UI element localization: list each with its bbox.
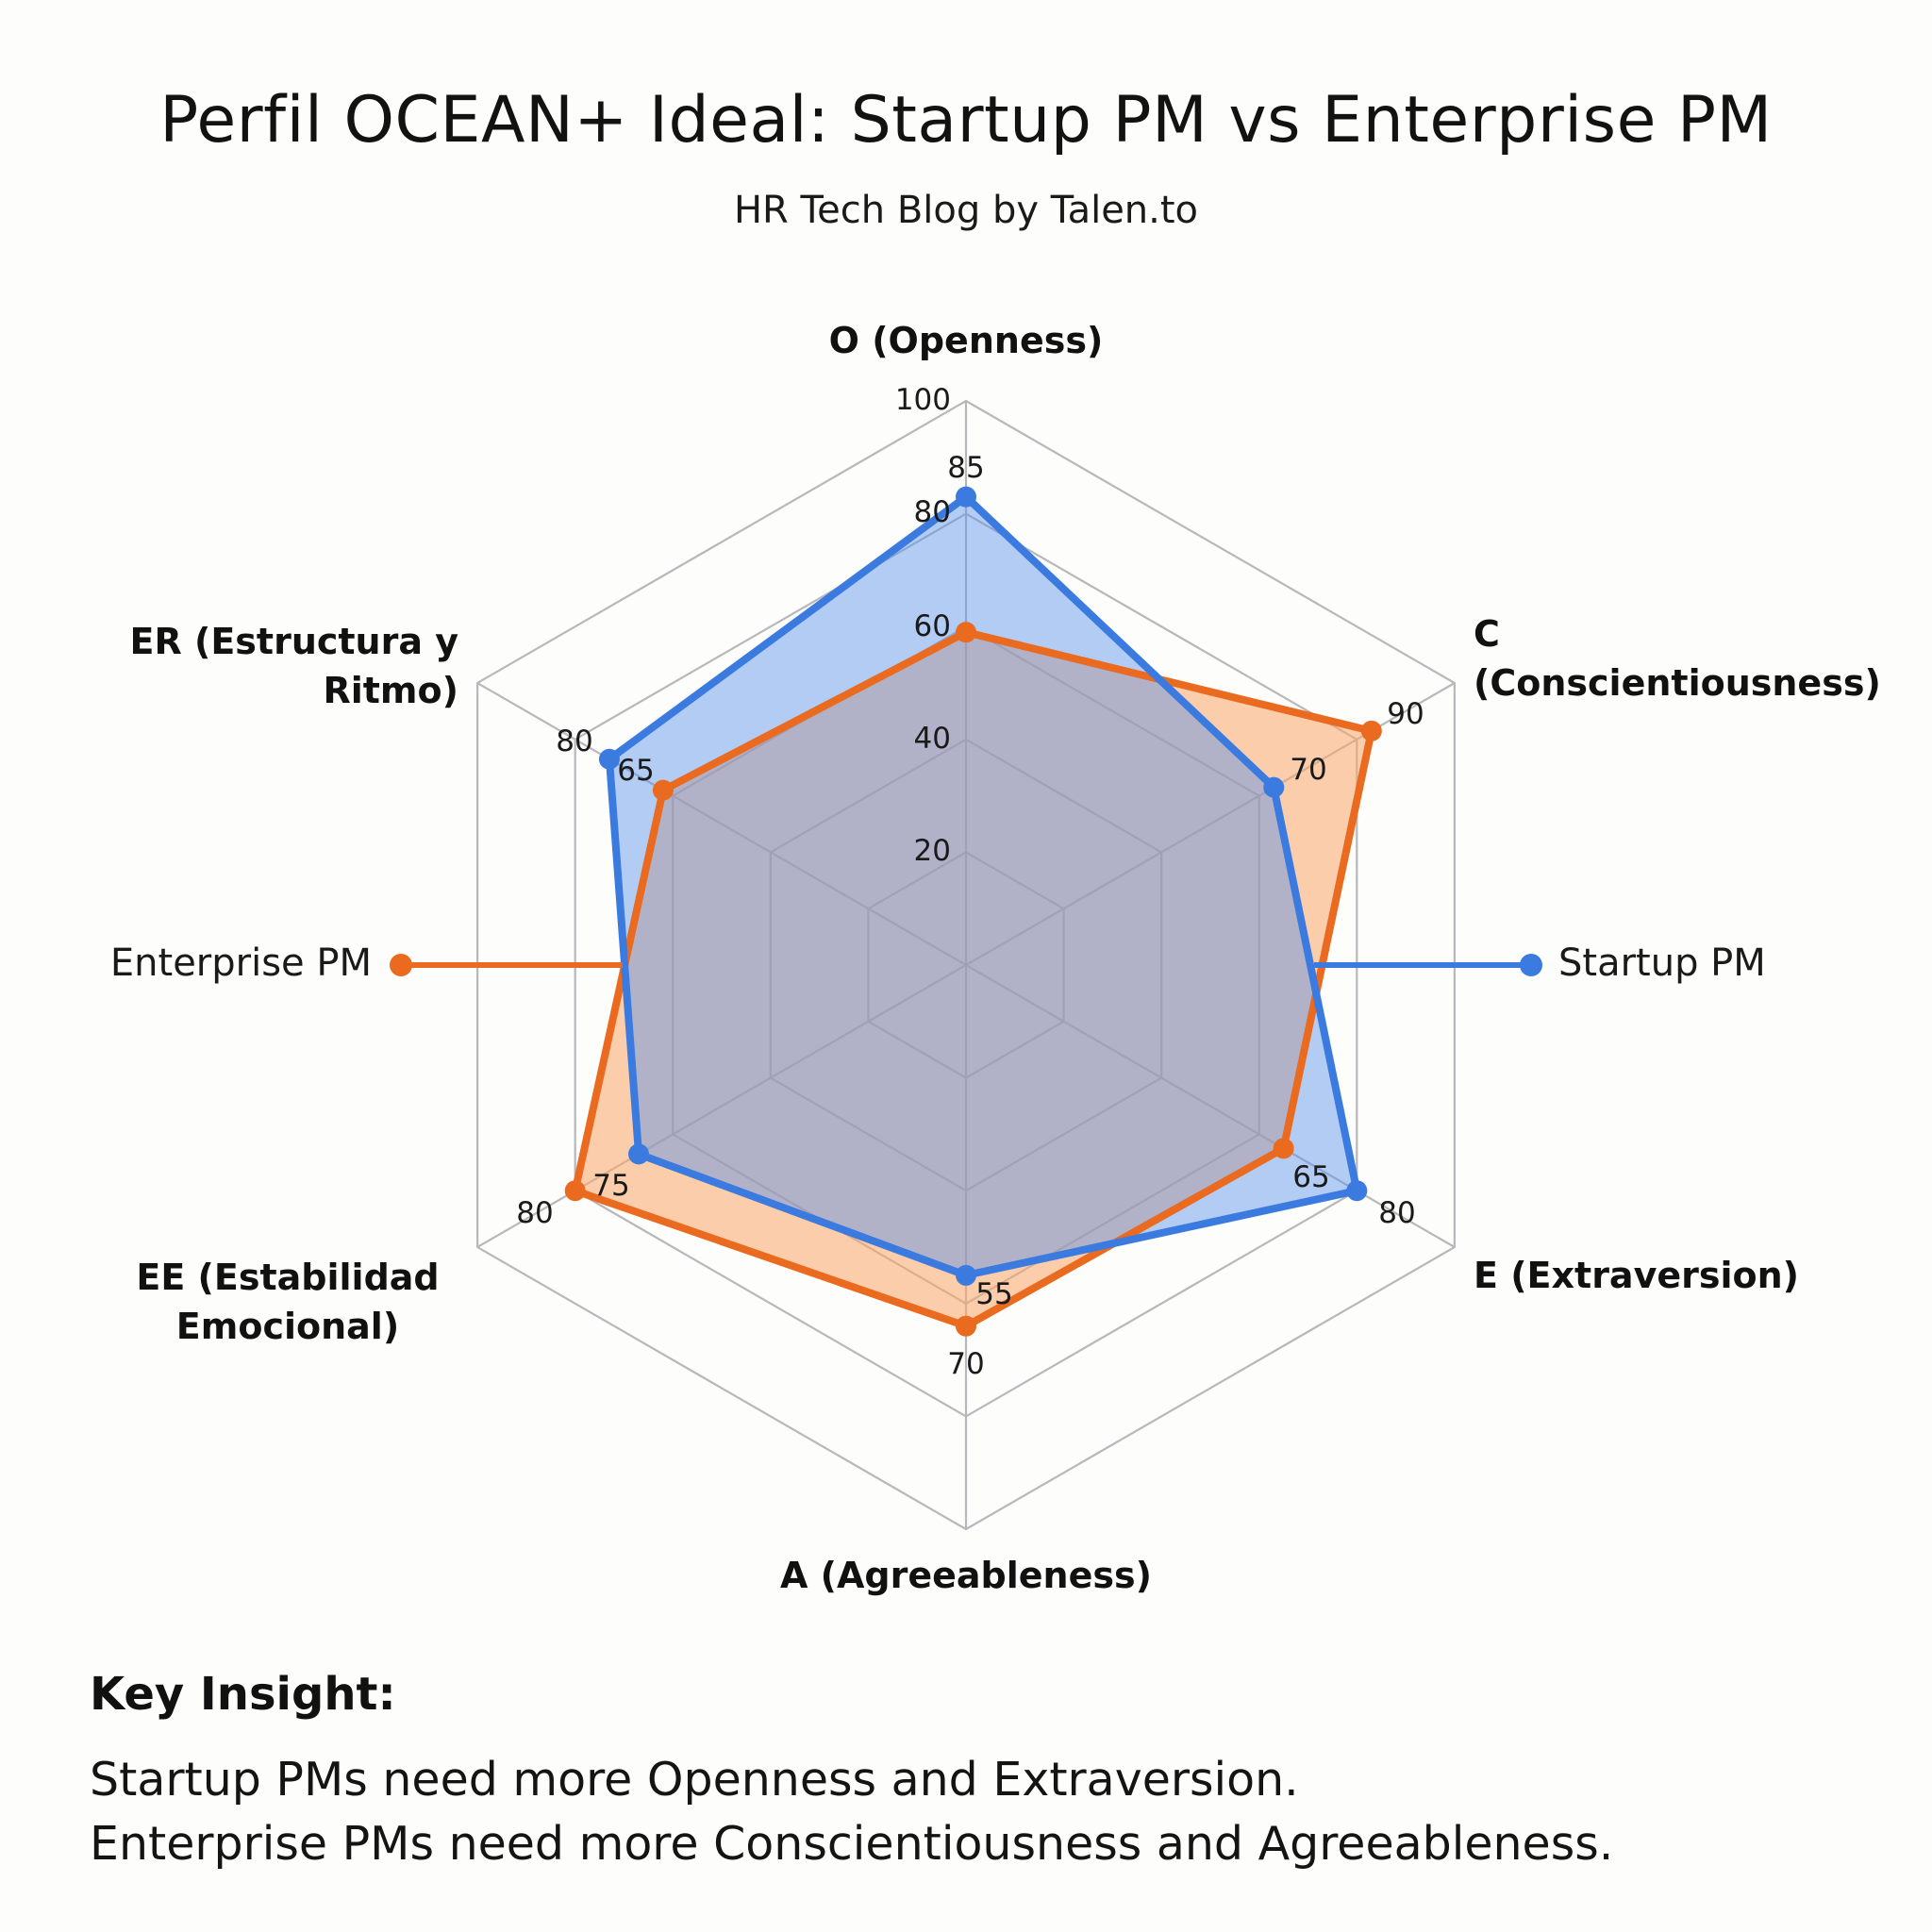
axis-label-extraversion: E (Extraversion) bbox=[1474, 1255, 1800, 1296]
legend-lines bbox=[390, 954, 1542, 976]
series-fills bbox=[575, 496, 1372, 1326]
value-label-enterprise-pm: 65 bbox=[1292, 1160, 1329, 1194]
tick-label: 80 bbox=[914, 495, 951, 529]
value-label-startup-pm: 75 bbox=[592, 1169, 629, 1203]
legend-enterprise-pm[interactable]: Enterprise PM bbox=[109, 941, 372, 985]
axis-label-estabilidad-emocional: EE (Estabilidad Emocional) bbox=[136, 1257, 440, 1347]
data-point-startup-pm[interactable] bbox=[956, 1264, 976, 1286]
tick-labels: 20 40 60 80 100 bbox=[895, 383, 951, 868]
value-labels: 85 70 80 55 75 80 90 65 70 80 65 bbox=[516, 451, 1424, 1381]
data-point-startup-pm[interactable] bbox=[598, 748, 620, 770]
insight-line-2: Enterprise PMs need more Conscientiousne… bbox=[90, 1817, 1614, 1871]
value-label-enterprise-pm: 70 bbox=[947, 1347, 984, 1381]
insight-heading: Key Insight: bbox=[90, 1668, 396, 1721]
chart-title: Perfil OCEAN+ Ideal: Startup PM vs Enter… bbox=[159, 83, 1773, 158]
axis-label-estructura-ritmo: ER (Estructura y Ritmo) bbox=[129, 621, 458, 711]
value-label-startup-pm: 55 bbox=[975, 1277, 1012, 1311]
tick-label: 100 bbox=[895, 383, 951, 417]
series-lines bbox=[564, 486, 1382, 1337]
legend-marker-startup-pm[interactable] bbox=[1520, 954, 1542, 976]
legend-startup-pm[interactable]: Startup PM bbox=[1558, 941, 1766, 985]
series-area-startup-pm bbox=[608, 496, 1357, 1275]
value-label-startup-pm: 80 bbox=[1378, 1196, 1415, 1230]
tick-label: 60 bbox=[914, 609, 951, 643]
value-label-enterprise-pm: 90 bbox=[1387, 697, 1424, 731]
value-label-enterprise-pm: 65 bbox=[617, 754, 654, 788]
data-point-enterprise-pm[interactable] bbox=[956, 622, 976, 643]
tick-label: 40 bbox=[914, 722, 951, 756]
data-point-enterprise-pm[interactable] bbox=[1360, 720, 1382, 741]
data-point-startup-pm[interactable] bbox=[1263, 776, 1285, 798]
axis-label-conscientiousness: C (Conscientiousness) bbox=[1474, 613, 1881, 704]
value-label-startup-pm: 80 bbox=[556, 724, 592, 758]
data-point-startup-pm[interactable] bbox=[1346, 1180, 1368, 1202]
data-point-startup-pm[interactable] bbox=[956, 486, 976, 508]
data-point-startup-pm[interactable] bbox=[628, 1143, 650, 1165]
axis-label-openness: O (Openness) bbox=[828, 320, 1104, 361]
data-point-enterprise-pm[interactable] bbox=[564, 1180, 586, 1202]
data-point-enterprise-pm[interactable] bbox=[956, 1315, 976, 1337]
legend-marker-enterprise-pm[interactable] bbox=[390, 954, 412, 976]
data-point-enterprise-pm[interactable] bbox=[1273, 1138, 1294, 1159]
value-label-startup-pm: 85 bbox=[947, 451, 984, 485]
series-area-enterprise-pm bbox=[575, 632, 1372, 1326]
value-label-startup-pm: 70 bbox=[1290, 753, 1326, 787]
axis-label-agreeableness: A (Agreeableness) bbox=[780, 1555, 1152, 1596]
chart-subtitle: HR Tech Blog by Talen.to bbox=[733, 189, 1199, 232]
insight-line-1: Startup PMs need more Openness and Extra… bbox=[90, 1753, 1299, 1807]
tick-label: 20 bbox=[914, 834, 951, 868]
data-point-enterprise-pm[interactable] bbox=[652, 779, 674, 801]
value-label-enterprise-pm: 80 bbox=[516, 1196, 553, 1230]
